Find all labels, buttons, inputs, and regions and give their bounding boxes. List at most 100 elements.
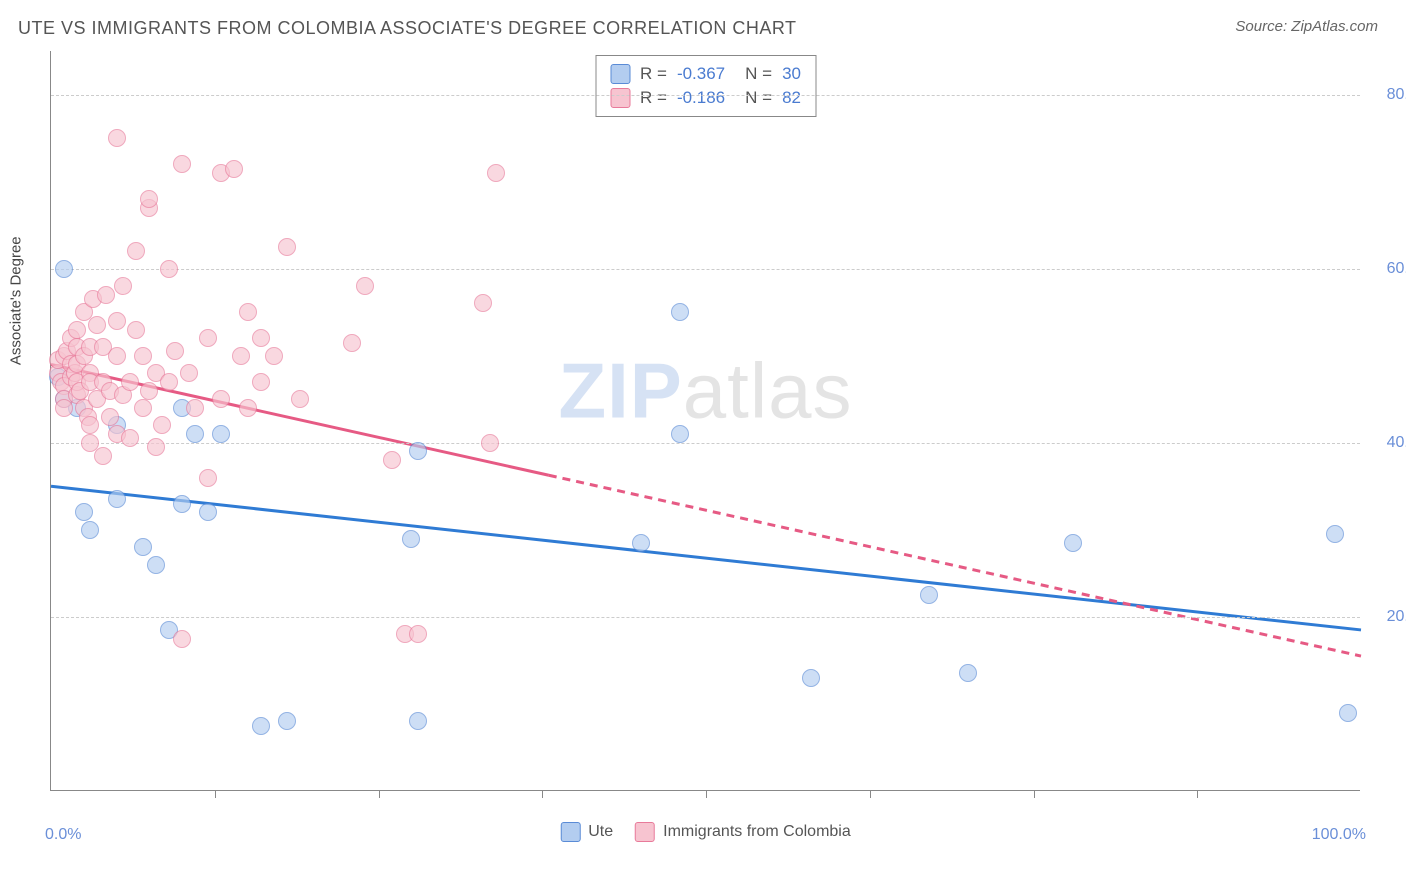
correlation-legend: R = -0.367 N = 30 R = -0.186 N = 82 [595, 55, 816, 117]
data-point [160, 260, 178, 278]
data-point [199, 503, 217, 521]
data-point [212, 390, 230, 408]
data-point [186, 399, 204, 417]
y-axis-title: Associate's Degree [8, 236, 25, 365]
chart-container: Associate's Degree ZIPatlas R = -0.367 N… [50, 51, 1376, 791]
data-point [173, 495, 191, 513]
data-point [1326, 525, 1344, 543]
plot-area: ZIPatlas R = -0.367 N = 30 R = -0.186 N … [50, 51, 1360, 791]
x-tick [706, 790, 707, 798]
x-tick [542, 790, 543, 798]
data-point [671, 303, 689, 321]
swatch-ute [610, 64, 630, 84]
trend-lines-layer [51, 51, 1361, 791]
r-value-colombia: -0.186 [677, 88, 725, 108]
data-point [140, 190, 158, 208]
grid-line [51, 95, 1360, 96]
r-label: R = [640, 88, 667, 108]
data-point [802, 669, 820, 687]
legend-item-ute: Ute [560, 822, 613, 842]
data-point [265, 347, 283, 365]
r-label: R = [640, 64, 667, 84]
y-tick-label: 40.0% [1387, 434, 1406, 452]
data-point [481, 434, 499, 452]
data-point [173, 155, 191, 173]
data-point [147, 438, 165, 456]
data-point [278, 238, 296, 256]
data-point [225, 160, 243, 178]
data-point [278, 712, 296, 730]
data-point [409, 625, 427, 643]
data-point [81, 521, 99, 539]
swatch-colombia-icon [635, 822, 655, 842]
data-point [127, 321, 145, 339]
data-point [1064, 534, 1082, 552]
legend-label-ute: Ute [588, 823, 613, 841]
n-value-colombia: 82 [782, 88, 801, 108]
data-point [239, 303, 257, 321]
x-tick [1197, 790, 1198, 798]
swatch-ute-icon [560, 822, 580, 842]
data-point [55, 260, 73, 278]
chart-title: UTE VS IMMIGRANTS FROM COLOMBIA ASSOCIAT… [18, 18, 797, 39]
r-value-ute: -0.367 [677, 64, 725, 84]
data-point [127, 242, 145, 260]
y-tick-label: 80.0% [1387, 86, 1406, 104]
grid-line [51, 617, 1360, 618]
y-tick-label: 60.0% [1387, 260, 1406, 278]
data-point [252, 373, 270, 391]
data-point [199, 469, 217, 487]
data-point [239, 399, 257, 417]
grid-line [51, 443, 1360, 444]
data-point [409, 442, 427, 460]
data-point [108, 347, 126, 365]
legend-label-colombia: Immigrants from Colombia [663, 823, 851, 841]
x-tick [1034, 790, 1035, 798]
data-point [140, 382, 158, 400]
legend-row-colombia: R = -0.186 N = 82 [610, 86, 801, 110]
legend-item-colombia: Immigrants from Colombia [635, 822, 851, 842]
data-point [68, 321, 86, 339]
trend-line [51, 486, 1361, 630]
data-point [232, 347, 250, 365]
data-point [356, 277, 374, 295]
y-tick-label: 20.0% [1387, 608, 1406, 626]
legend-row-ute: R = -0.367 N = 30 [610, 62, 801, 86]
header: UTE VS IMMIGRANTS FROM COLOMBIA ASSOCIAT… [0, 0, 1406, 47]
n-value-ute: 30 [782, 64, 801, 84]
x-tick [379, 790, 380, 798]
data-point [487, 164, 505, 182]
data-point [291, 390, 309, 408]
data-point [153, 416, 171, 434]
data-point [920, 586, 938, 604]
data-point [81, 416, 99, 434]
source-name: ZipAtlas.com [1291, 18, 1378, 35]
data-point [94, 447, 112, 465]
x-tick [215, 790, 216, 798]
data-point [173, 630, 191, 648]
data-point [409, 712, 427, 730]
data-point [474, 294, 492, 312]
data-point [160, 373, 178, 391]
data-point [671, 425, 689, 443]
data-point [1339, 704, 1357, 722]
data-point [632, 534, 650, 552]
data-point [108, 129, 126, 147]
data-point [134, 347, 152, 365]
x-tick-label-max: 100.0% [1312, 826, 1366, 844]
x-tick-label-min: 0.0% [45, 826, 81, 844]
data-point [75, 503, 93, 521]
source-prefix: Source: [1235, 18, 1291, 35]
data-point [343, 334, 361, 352]
data-point [252, 717, 270, 735]
data-point [134, 538, 152, 556]
n-label: N = [745, 88, 772, 108]
grid-line [51, 269, 1360, 270]
data-point [121, 373, 139, 391]
data-point [101, 408, 119, 426]
source-attribution: Source: ZipAtlas.com [1235, 18, 1378, 35]
data-point [108, 490, 126, 508]
trend-line [549, 475, 1361, 656]
data-point [212, 425, 230, 443]
data-point [134, 399, 152, 417]
